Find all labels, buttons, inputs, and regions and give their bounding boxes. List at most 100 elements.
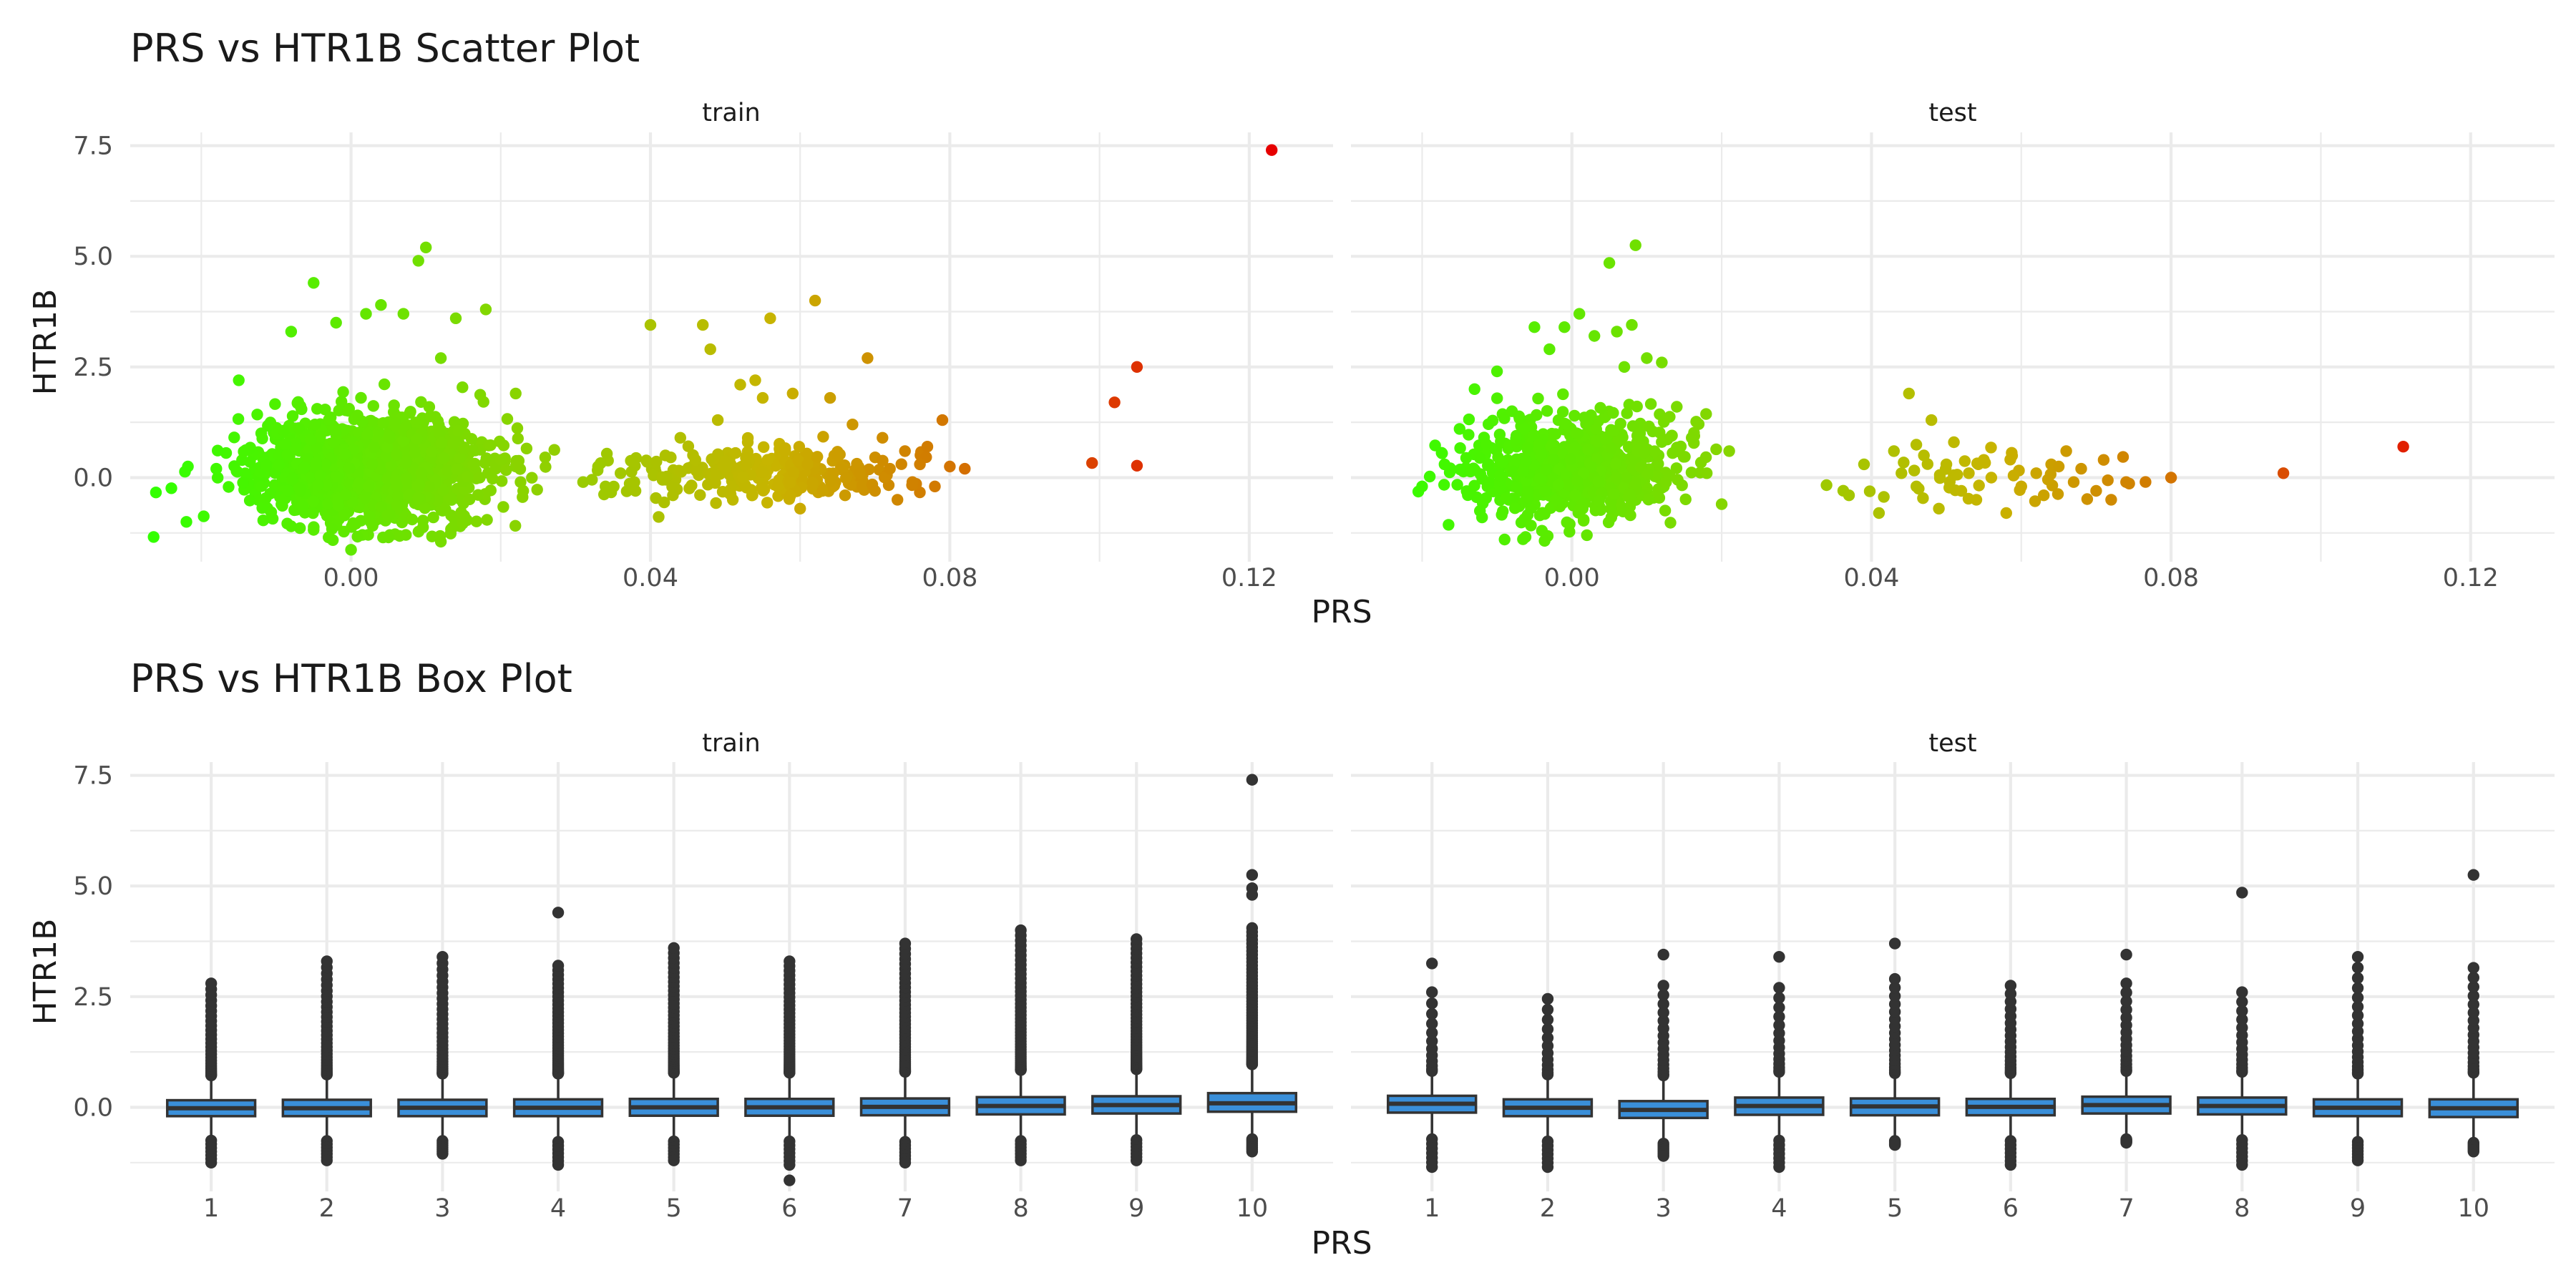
outlier bbox=[2236, 995, 2248, 1008]
scatter-point bbox=[801, 447, 813, 459]
scatter-point bbox=[423, 401, 436, 413]
scatter-point bbox=[764, 312, 776, 324]
box-x-tick-label: 1 bbox=[1424, 1194, 1440, 1223]
scatter-point bbox=[817, 431, 829, 443]
scatter-point bbox=[806, 482, 819, 495]
scatter-point bbox=[2000, 507, 2012, 519]
scatter-point bbox=[1611, 326, 1623, 338]
scatter-point bbox=[437, 484, 449, 497]
scatter-point bbox=[332, 496, 344, 508]
box-8 bbox=[2197, 887, 2288, 1171]
scatter-point bbox=[1521, 442, 1533, 454]
scatter-point bbox=[345, 544, 357, 556]
outlier bbox=[1131, 1154, 1143, 1166]
box-x-tick-label: 5 bbox=[1887, 1194, 1903, 1223]
scatter-point bbox=[285, 326, 298, 338]
scatter-point bbox=[244, 456, 256, 468]
scatter-point bbox=[514, 476, 527, 488]
scatter-point bbox=[412, 492, 424, 504]
scatter-point bbox=[480, 452, 492, 464]
scatter-point bbox=[412, 255, 424, 267]
scatter-point bbox=[397, 434, 409, 447]
outlier bbox=[1888, 998, 1901, 1010]
scatter-point bbox=[869, 484, 882, 497]
box-10 bbox=[1206, 774, 1298, 1158]
scatter-point bbox=[2277, 467, 2290, 479]
scatter-point bbox=[1963, 467, 1975, 479]
scatter-point bbox=[260, 492, 272, 504]
scatter-point bbox=[308, 419, 321, 431]
box-1 bbox=[1387, 957, 1478, 1174]
box-x-tick-label: 1 bbox=[203, 1194, 219, 1223]
scatter-point bbox=[147, 531, 160, 543]
scatter-point bbox=[385, 459, 398, 472]
scatter-point bbox=[509, 519, 522, 532]
scatter-point bbox=[1715, 498, 1728, 510]
scatter-point bbox=[1533, 438, 1546, 451]
scatter-point bbox=[1482, 459, 1494, 472]
scatter-point bbox=[1671, 401, 1683, 413]
scatter-point bbox=[308, 524, 320, 536]
scatter-point bbox=[323, 414, 335, 426]
scatter-point bbox=[1468, 383, 1480, 395]
scatter-point bbox=[314, 431, 326, 443]
scatter-point bbox=[1686, 431, 1698, 444]
scatter-point bbox=[682, 440, 695, 452]
scatter-point bbox=[629, 484, 642, 497]
scatter-point bbox=[1547, 454, 1560, 466]
scatter-point bbox=[437, 452, 450, 464]
scatter-point bbox=[2075, 462, 2087, 475]
scatter-point bbox=[286, 473, 298, 486]
scatter-point bbox=[1552, 479, 1565, 491]
scatter-x-tick-label: 0.12 bbox=[2443, 564, 2499, 592]
outlier bbox=[2236, 1022, 2248, 1034]
outlier bbox=[552, 960, 565, 972]
outlier bbox=[1541, 1161, 1554, 1174]
outlier bbox=[436, 951, 449, 963]
scatter-point bbox=[433, 427, 446, 439]
box-x-tick-label: 4 bbox=[1771, 1194, 1787, 1223]
scatter-point bbox=[786, 387, 799, 400]
scatter-point bbox=[1568, 441, 1581, 454]
outlier bbox=[1426, 1161, 1438, 1174]
box-6 bbox=[1965, 980, 2057, 1171]
scatter-point bbox=[2102, 474, 2114, 487]
scatter-point bbox=[278, 424, 290, 436]
scatter-point bbox=[690, 464, 703, 477]
outlier bbox=[2351, 951, 2364, 963]
scatter-point bbox=[273, 459, 286, 472]
scatter-point bbox=[294, 484, 306, 497]
scatter-point bbox=[1564, 453, 1576, 465]
outlier bbox=[1541, 992, 1554, 1005]
scatter-point bbox=[339, 489, 351, 501]
scatter-point bbox=[1710, 443, 1722, 456]
scatter-point bbox=[360, 308, 372, 320]
scatter-point bbox=[1911, 480, 1923, 492]
scatter-point bbox=[232, 413, 245, 425]
scatter-point bbox=[1670, 462, 1683, 474]
scatter-point bbox=[251, 409, 263, 421]
scatter-point bbox=[1519, 531, 1532, 543]
scatter-point bbox=[1608, 488, 1620, 500]
scatter-point bbox=[1700, 408, 1712, 420]
scatter-point bbox=[347, 517, 359, 530]
scatter-x-tick-label: 0.04 bbox=[1843, 564, 1899, 592]
scatter-point bbox=[256, 502, 268, 514]
outlier bbox=[1657, 948, 1669, 961]
scatter-point bbox=[1948, 436, 1960, 449]
scatter-point bbox=[233, 374, 245, 386]
scatter-point bbox=[1642, 494, 1654, 506]
box-strip-test: test bbox=[1928, 729, 1976, 758]
scatter-point bbox=[501, 413, 514, 425]
scatter-point bbox=[761, 454, 774, 466]
scatter-point bbox=[304, 434, 317, 446]
outlier bbox=[1015, 1154, 1027, 1166]
scatter-point bbox=[361, 429, 374, 441]
scatter-point bbox=[794, 502, 806, 514]
scatter-point bbox=[479, 303, 492, 316]
scatter-point bbox=[1593, 494, 1605, 507]
box-x-tick-label: 10 bbox=[1236, 1194, 1269, 1223]
scatter-point bbox=[1605, 502, 1617, 514]
scatter-point bbox=[500, 464, 512, 477]
scatter-point bbox=[1533, 472, 1546, 485]
